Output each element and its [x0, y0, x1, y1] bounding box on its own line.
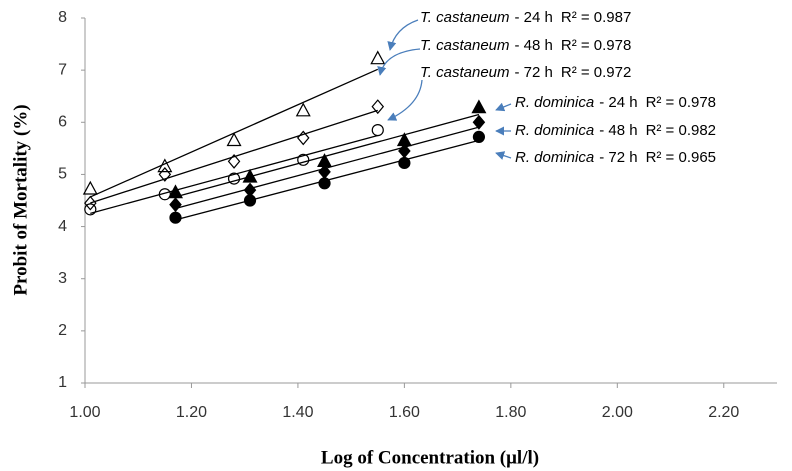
point: [169, 197, 182, 213]
annotation-r2: R² = 0.978: [646, 94, 716, 111]
point: [371, 124, 384, 137]
annotation-species: T. castaneum: [420, 64, 510, 81]
annotation-species: T. castaneum: [420, 9, 510, 26]
point: [318, 177, 331, 190]
y-tick-label: 4: [58, 218, 67, 235]
annotation: T. castaneum - 72 h R² = 0.972: [420, 64, 631, 81]
annotation-arrow: [387, 79, 423, 121]
annotation: R. dominica - 48 h R² = 0.982: [515, 122, 716, 139]
x-axis-title: Log of Concentration (μl/l): [321, 447, 539, 468]
y-tick-label: 7: [58, 61, 67, 78]
annotation-r2: R² = 0.972: [561, 64, 631, 81]
annotation-arrow: [387, 19, 419, 51]
annotation: T. castaneum - 24 h R² = 0.987: [420, 9, 631, 26]
annotation: T. castaneum - 48 h R² = 0.978: [420, 37, 631, 54]
point: [84, 203, 97, 216]
annotation-r2: R² = 0.982: [646, 122, 716, 139]
point: [297, 153, 310, 166]
annotation-species: T. castaneum: [420, 37, 510, 54]
point: [82, 180, 98, 195]
point: [370, 50, 386, 65]
point: [158, 167, 172, 182]
x-tick-label: 1.80: [495, 404, 526, 421]
x-tick-label: 1.40: [282, 404, 313, 421]
point: [84, 195, 97, 211]
annotation-r2: R² = 0.987: [561, 9, 631, 26]
x-tick-label: 1.60: [389, 404, 420, 421]
point: [157, 158, 173, 173]
point: [227, 153, 241, 169]
trendline: [90, 109, 378, 204]
annotation-period: - 72 h: [599, 149, 637, 166]
x-tick-label: 1.20: [176, 404, 207, 421]
trendline: [90, 134, 378, 214]
annotation-arrow: [495, 102, 512, 112]
annotation-period: - 72 h: [515, 64, 553, 81]
x-tick-label: 2.20: [708, 404, 739, 421]
point: [169, 211, 182, 224]
annotation-arrow: [377, 48, 421, 76]
y-tick-label: 5: [58, 166, 67, 183]
point: [227, 172, 241, 185]
y-tick-label: 8: [58, 9, 67, 26]
annotation-species: R. dominica: [515, 94, 594, 111]
annotation-species: R. dominica: [515, 149, 594, 166]
x-tick-label: 1.00: [69, 404, 100, 421]
annotation-r2: R² = 0.978: [561, 37, 631, 54]
annotation: R. dominica - 24 h R² = 0.978: [515, 94, 716, 111]
point: [472, 130, 486, 143]
x-tick-label: 2.00: [602, 404, 633, 421]
annotation: R. dominica - 72 h R² = 0.965: [515, 149, 716, 166]
annotation-period: - 48 h: [515, 37, 553, 54]
point: [243, 194, 257, 207]
y-tick-label: 6: [58, 114, 67, 131]
y-tick-label: 1: [58, 374, 67, 391]
y-tick-label: 2: [58, 322, 67, 339]
annotation-arrow: [495, 151, 512, 160]
trendline: [175, 113, 480, 198]
annotation-period: - 24 h: [599, 94, 637, 111]
point: [242, 168, 258, 183]
y-tick-label: 3: [58, 270, 67, 287]
point: [226, 132, 242, 147]
point: [371, 99, 385, 115]
point: [398, 156, 411, 170]
annotation-period: - 48 h: [599, 122, 637, 139]
annotation-period: - 24 h: [515, 9, 553, 26]
y-axis-title: Probit of Mortality (%): [10, 104, 31, 295]
point: [471, 99, 487, 114]
point: [472, 114, 486, 130]
point: [295, 102, 311, 117]
annotation-r2: R² = 0.965: [646, 149, 716, 166]
point: [296, 130, 310, 146]
annotation-species: R. dominica: [515, 122, 594, 139]
